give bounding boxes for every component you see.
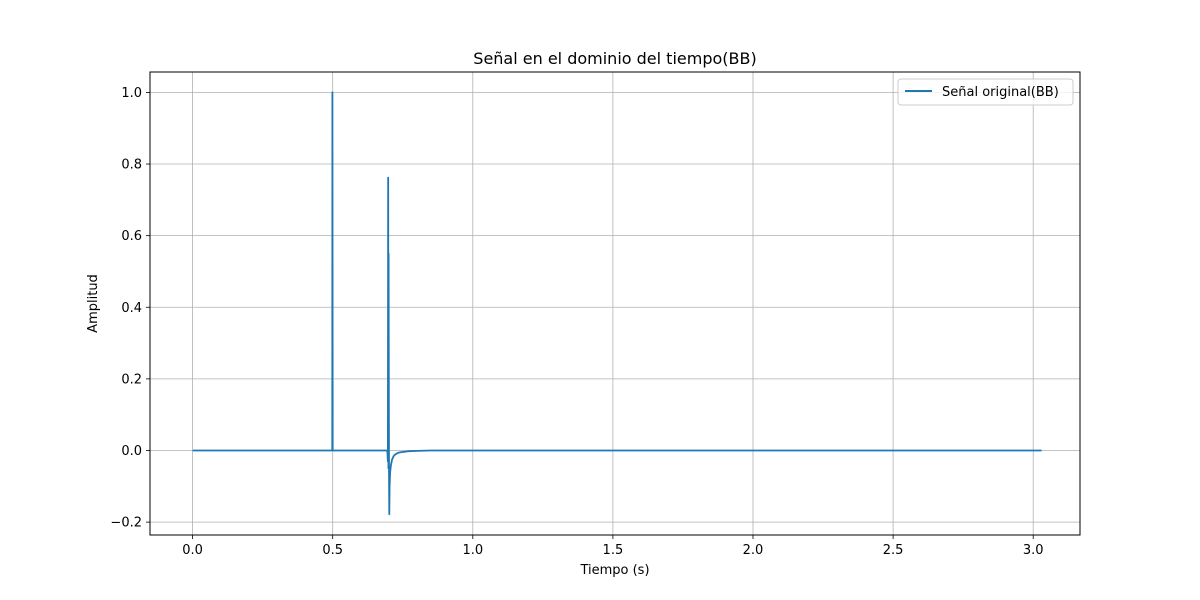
- y-tick-label: 0.4: [121, 301, 142, 316]
- y-tick-label: −0.2: [110, 516, 142, 531]
- y-axis-label: Amplitud: [86, 274, 101, 333]
- y-tick-label: 1.0: [121, 86, 142, 101]
- chart-title: Señal en el dominio del tiempo(BB): [473, 49, 756, 68]
- x-tick-label: 2.5: [883, 543, 904, 558]
- x-tick-label: 2.0: [743, 543, 764, 558]
- y-tick-label: 0.2: [121, 372, 142, 387]
- y-tick-label: 0.0: [121, 444, 142, 459]
- x-tick-label: 0.5: [322, 543, 343, 558]
- x-tick-label: 3.0: [1023, 543, 1044, 558]
- legend-box: [897, 78, 1074, 106]
- x-axis-label: Tiempo (s): [579, 563, 649, 578]
- series-line: [192, 91, 1042, 516]
- x-tick-label: 1.5: [603, 543, 624, 558]
- ticks: 0.0 0.5 1.0 1.5 2.0 2.5 3.0 −0.2 0.0 0.2 0.4 0.6 0.8…: [110, 86, 1043, 558]
- x-tick-label: 0.0: [182, 543, 203, 558]
- y-tick-label: 0.8: [121, 158, 142, 173]
- plot-frame: [149, 71, 1081, 536]
- x-tick-label: 1.0: [462, 543, 483, 558]
- y-tick-label: 0.6: [121, 229, 142, 244]
- series-layer: [192, 91, 1042, 516]
- legend-label: Señal original(BB): [942, 85, 1059, 100]
- legend: Señal original(BB): [897, 78, 1074, 106]
